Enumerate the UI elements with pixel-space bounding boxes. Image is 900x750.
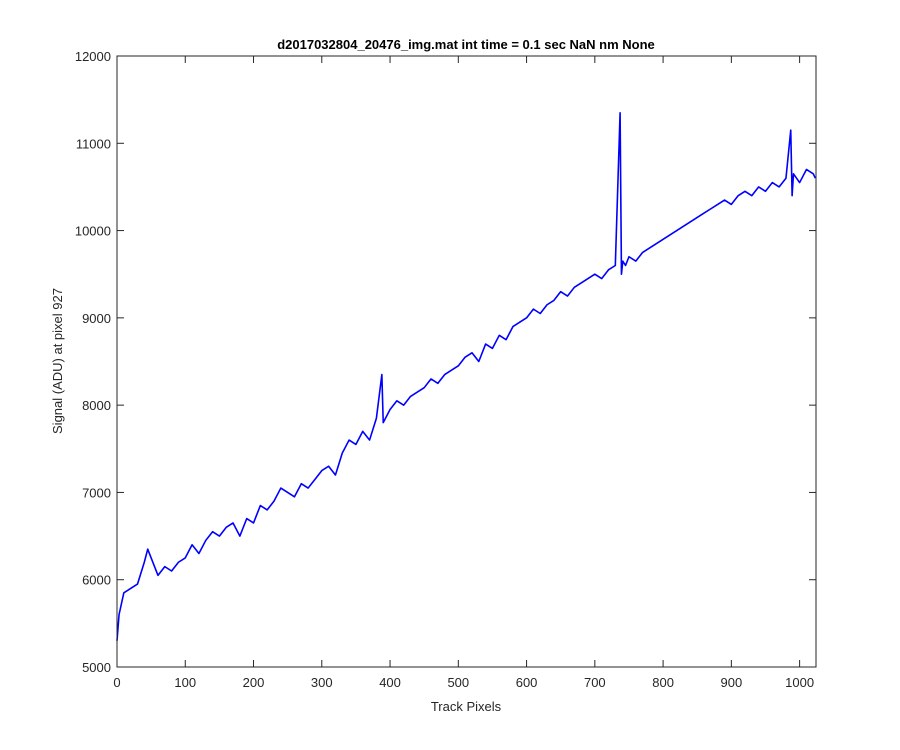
y-tick-label-3: 8000 [82, 398, 111, 413]
y-tick-label-1: 6000 [82, 573, 111, 588]
x-tick-label-4: 400 [379, 675, 401, 690]
x-tick-label-5: 500 [447, 675, 469, 690]
x-tick-label-3: 300 [311, 675, 333, 690]
series-line-0 [116, 111, 817, 641]
y-tick-label-4: 9000 [82, 311, 111, 326]
y-axis-label: Signal (ADU) at pixel 927 [50, 288, 65, 434]
x-tick-label-10: 1000 [785, 675, 814, 690]
x-tick-label-2: 200 [243, 675, 265, 690]
ticks-layer: 0 100 200 300 400 500 600 700 800 900 1000 5000 6000… [75, 49, 816, 690]
chart-title: d2017032804_20476_img.mat int time = 0.1… [277, 37, 655, 52]
x-tick-label-0: 0 [113, 675, 120, 690]
y-tick-label-6: 11000 [76, 136, 111, 151]
series-layer [116, 111, 817, 641]
x-axis-label: Track Pixels [431, 699, 502, 714]
y-tick-label-7: 12000 [75, 49, 111, 64]
x-tick-label-6: 600 [516, 675, 538, 690]
y-tick-label-5: 10000 [75, 224, 111, 239]
x-tick-label-9: 900 [721, 675, 743, 690]
x-tick-label-7: 700 [584, 675, 606, 690]
y-tick-label-2: 7000 [82, 485, 111, 500]
x-tick-label-8: 800 [652, 675, 674, 690]
y-tick-label-0: 5000 [82, 660, 111, 675]
x-tick-label-1: 100 [174, 675, 196, 690]
axes-box [116, 55, 817, 668]
plot-area [117, 56, 816, 667]
